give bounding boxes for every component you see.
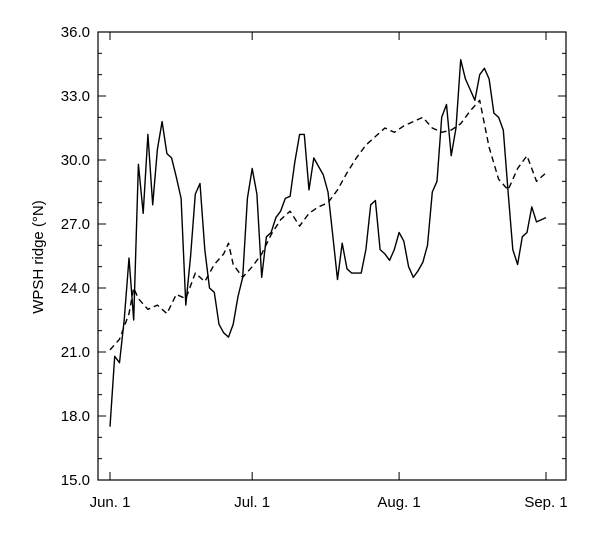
x-tick-label: Sep. 1 xyxy=(524,494,567,511)
y-tick-label: 27.0 xyxy=(61,216,90,233)
y-tick-label: 36.0 xyxy=(61,24,90,41)
y-tick-label: 15.0 xyxy=(61,472,90,489)
y-tick-label: 30.0 xyxy=(61,152,90,169)
series-line-solid xyxy=(109,59,547,427)
axis-ticks: 15.0 18.0 21.0 24.0 27.0 30.0 33.0 36.0 Jun. 1 Ju… xyxy=(61,24,568,511)
y-tick-label: 18.0 xyxy=(61,408,90,425)
x-tick-label: Jun. 1 xyxy=(90,494,131,511)
x-tick-label: Aug. 1 xyxy=(377,494,420,511)
x-tick-label: Jul. 1 xyxy=(234,494,270,511)
y-tick-label: 24.0 xyxy=(61,280,90,297)
y-tick-label: 33.0 xyxy=(61,88,90,105)
y-axis-title: WPSH ridge (°N) xyxy=(30,200,47,314)
plot-frame xyxy=(97,31,567,481)
y-tick-label: 21.0 xyxy=(61,344,90,361)
series-layer xyxy=(109,59,547,427)
series-line-dashed xyxy=(109,99,547,351)
y-axis-label: WPSH ridge (°N) xyxy=(30,200,47,314)
